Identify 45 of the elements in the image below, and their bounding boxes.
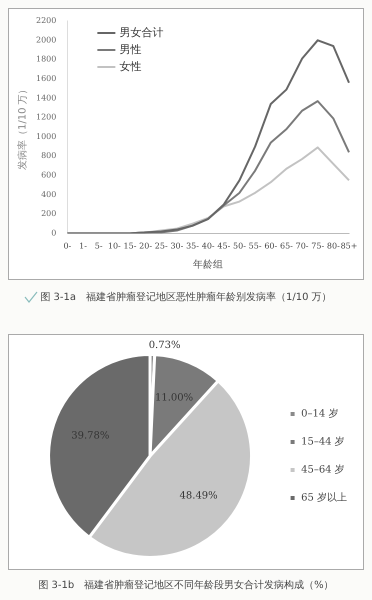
y-tick-label: 2000	[36, 35, 56, 44]
x-tick-label: 80-	[326, 241, 340, 250]
y-tick-label: 2200	[36, 16, 56, 26]
x-tick-label: 10-	[108, 241, 122, 250]
legend-label: 45–64 岁	[301, 464, 345, 476]
x-tick-label: 55-	[248, 241, 262, 250]
x-tick-label: 5-	[94, 241, 103, 250]
data-label: 0.73%	[148, 340, 180, 352]
x-axis-title: 年龄组	[193, 258, 224, 271]
y-axis-title: 发病率（1/10 万）	[16, 84, 29, 170]
data-label: 48.49%	[180, 490, 218, 502]
legend-label: 男性	[119, 42, 142, 56]
x-tick-label: 0-	[63, 241, 72, 250]
legend-label: 65 岁以上	[301, 492, 348, 504]
x-tick-label: 40-	[202, 241, 215, 250]
x-tick-label: 15-	[124, 241, 137, 250]
text: 图 3-1b 福建省肿瘤登记地区不同年龄段男女合计发病构成（%）	[37, 578, 335, 592]
y-tick-label: 200	[41, 209, 56, 218]
y-tick-label: 800	[41, 151, 56, 160]
x-tick-label: 35-	[186, 241, 200, 250]
x-tick-label: 50-	[233, 241, 246, 250]
legend-label: 15–44 岁	[301, 436, 345, 448]
x-tick-label: 25-	[154, 241, 168, 250]
x-tick-label: 75-	[311, 241, 324, 250]
x-tick-label: 45-	[217, 241, 231, 250]
y-tick-label: 600	[41, 170, 56, 180]
x-tick-label: 30-	[170, 241, 184, 250]
y-tick-label: 1000	[36, 132, 56, 141]
y-tick-label: 1200	[36, 112, 56, 122]
y-tick-label: 1800	[36, 54, 56, 64]
x-tick-label: 1-	[79, 241, 88, 250]
y-tick-label: 400	[41, 190, 56, 199]
x-tick-label: 65-	[280, 241, 294, 250]
y-tick-label: 1600	[36, 74, 56, 84]
x-tick-label: 20-	[139, 241, 152, 250]
legend-label: 女性	[119, 60, 142, 73]
x-tick-label: 85+	[340, 241, 358, 250]
x-tick-label: 70-	[296, 241, 309, 250]
y-tick-label: 1400	[36, 93, 56, 102]
legend-label: 男女合计	[119, 26, 164, 39]
text: 图 3-1a 福建省肿瘤登记地区恶性肿瘤年龄别发病率（1/10 万）	[39, 290, 333, 304]
legend-label: 0–14 岁	[301, 408, 338, 420]
x-tick-label: 60-	[264, 241, 278, 250]
data-label: 11.00%	[154, 392, 194, 404]
y-tick-label: 0	[51, 228, 56, 238]
